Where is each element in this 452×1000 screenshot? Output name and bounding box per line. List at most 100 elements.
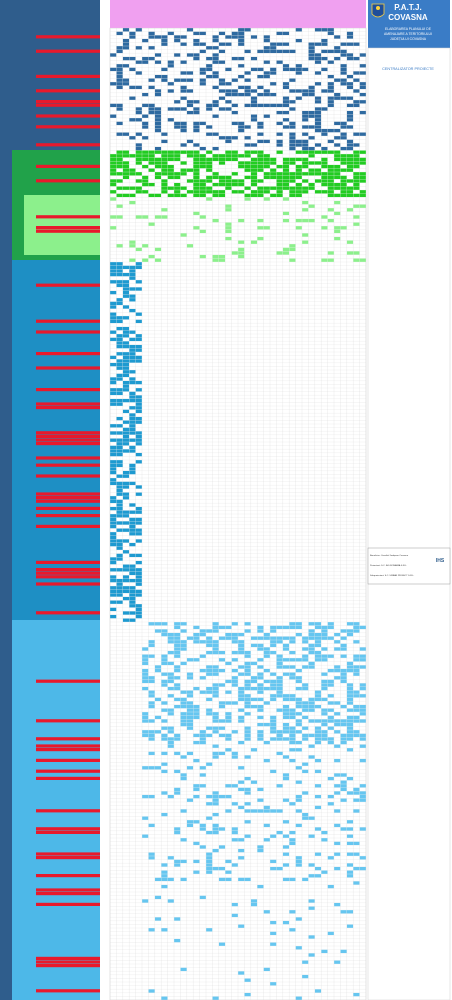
matrix-cell-filled xyxy=(314,107,322,111)
matrix-cell-filled xyxy=(308,218,315,223)
matrix-cell-filled xyxy=(282,643,290,648)
matrix-cell-filled xyxy=(116,82,123,86)
matrix-cell-filled xyxy=(250,168,258,172)
matrix-cell-filled xyxy=(148,161,155,165)
matrix-cell-filled xyxy=(321,686,328,691)
matrix-cell-filled xyxy=(244,776,251,781)
matrix-cell-filled xyxy=(135,287,142,291)
matrix-cell-filled xyxy=(161,208,168,212)
matrix-cell-filled xyxy=(129,503,136,507)
matrix-cell-filled xyxy=(199,157,206,162)
matrix-cell-filled xyxy=(129,359,136,363)
matrix-cell-filled xyxy=(257,672,264,676)
matrix-cell-filled xyxy=(206,179,213,183)
matrix-cell-filled xyxy=(231,650,238,655)
matrix-cell-filled xyxy=(308,719,315,723)
matrix-cell-filled xyxy=(206,712,213,716)
matrix-cell-filled xyxy=(212,640,219,644)
matrix-cell-filled xyxy=(327,740,334,745)
matrix-cell-filled xyxy=(206,629,213,633)
matrix-cell-filled xyxy=(161,708,168,712)
matrix-cell-filled xyxy=(116,64,123,68)
matrix-cell-filled xyxy=(308,874,315,878)
matrix-cell-filled xyxy=(282,168,290,172)
matrix-cell-filled xyxy=(270,168,277,172)
matrix-cell-filled xyxy=(212,193,219,198)
matrix-cell-filled xyxy=(129,337,136,342)
matrix-cell-filled xyxy=(327,179,334,183)
matrix-cell-filled xyxy=(270,942,277,946)
matrix-cell-filled xyxy=(302,704,309,709)
matrix-cell-filled xyxy=(314,654,322,658)
matrix-cell-filled xyxy=(340,784,347,788)
matrix-cell-filled xyxy=(302,208,309,212)
matrix-cell-filled xyxy=(212,791,219,795)
matrix-cell-filled xyxy=(346,683,354,687)
matrix-cell-filled xyxy=(122,272,130,277)
matrix-cell-filled xyxy=(116,74,123,79)
matrix-cell-filled xyxy=(353,258,360,262)
matrix-cell-filled xyxy=(225,226,232,230)
matrix-cell-filled xyxy=(346,863,354,867)
matrix-cell-filled xyxy=(212,175,219,180)
matrix-cell-filled xyxy=(238,92,245,97)
matrix-cell-filled xyxy=(257,629,264,633)
matrix-cell-filled xyxy=(180,172,187,176)
matrix-cell-filled xyxy=(238,848,245,853)
matrix-cell-filled xyxy=(359,658,366,662)
matrix-cell-filled xyxy=(334,164,341,169)
matrix-cell-filled xyxy=(167,744,174,748)
matrix-cell-filled xyxy=(353,881,360,885)
matrix-cell-filled xyxy=(206,132,213,136)
matrix-cell-filled xyxy=(314,96,322,100)
matrix-cell-filled xyxy=(154,161,162,165)
matrix-cell-filled xyxy=(174,676,181,680)
matrix-cell-filled xyxy=(110,319,117,324)
matrix-cell-filled xyxy=(135,359,142,363)
matrix-cell-filled xyxy=(174,787,181,792)
matrix-cell-filled xyxy=(148,254,155,259)
matrix-cell-filled xyxy=(218,31,226,36)
matrix-cell-filled xyxy=(129,521,136,525)
matrix-cell-filled xyxy=(161,762,168,766)
matrix-cell-filled xyxy=(212,114,219,118)
matrix-cell-filled xyxy=(129,193,136,198)
matrix-cell-filled xyxy=(110,478,117,482)
matrix-cell-filled xyxy=(302,164,309,169)
matrix-cell-filled xyxy=(193,733,200,738)
matrix-cell-filled xyxy=(340,42,347,46)
matrix-cell-filled xyxy=(282,118,290,122)
matrix-cell-filled xyxy=(186,28,194,32)
matrix-cell-filled xyxy=(231,136,238,140)
matrix-cell-filled xyxy=(334,668,341,673)
matrix-cell-filled xyxy=(180,85,187,90)
matrix-cell-filled xyxy=(340,53,347,57)
matrix-cell-filled xyxy=(276,164,283,169)
matrix-cell-filled xyxy=(110,114,117,118)
matrix-cell-filled xyxy=(257,647,264,651)
matrix-cell-filled xyxy=(289,802,296,806)
matrix-cell-filled xyxy=(110,362,117,367)
matrix-cell-filled xyxy=(257,636,264,640)
matrix-cell-filled xyxy=(295,89,302,93)
matrix-cell-filled xyxy=(135,118,142,122)
matrix-cell-filled xyxy=(276,809,283,813)
matrix-cell-filled xyxy=(116,553,123,558)
matrix-cell-filled xyxy=(289,672,296,676)
matrix-cell-filled xyxy=(206,74,213,79)
header-subtitle-line-2: AMENAJARE A TERITORIULUI xyxy=(384,32,432,36)
matrix-cell-filled xyxy=(129,370,136,374)
matrix-cell-filled xyxy=(257,690,264,694)
matrix-cell-filled xyxy=(135,85,142,90)
matrix-cell-filled xyxy=(353,992,360,997)
matrix-cell-filled xyxy=(346,852,354,856)
matrix-cell-filled xyxy=(148,643,155,648)
matrix-cell-filled xyxy=(148,794,155,799)
matrix-cell-filled xyxy=(154,89,162,93)
matrix-cell-filled xyxy=(161,996,168,1000)
matrix-cell-filled xyxy=(334,121,341,126)
matrix-cell-filled xyxy=(142,121,149,126)
red-row-marker xyxy=(36,366,100,370)
matrix-cell-filled xyxy=(238,650,245,655)
matrix-cell-filled xyxy=(282,845,290,849)
